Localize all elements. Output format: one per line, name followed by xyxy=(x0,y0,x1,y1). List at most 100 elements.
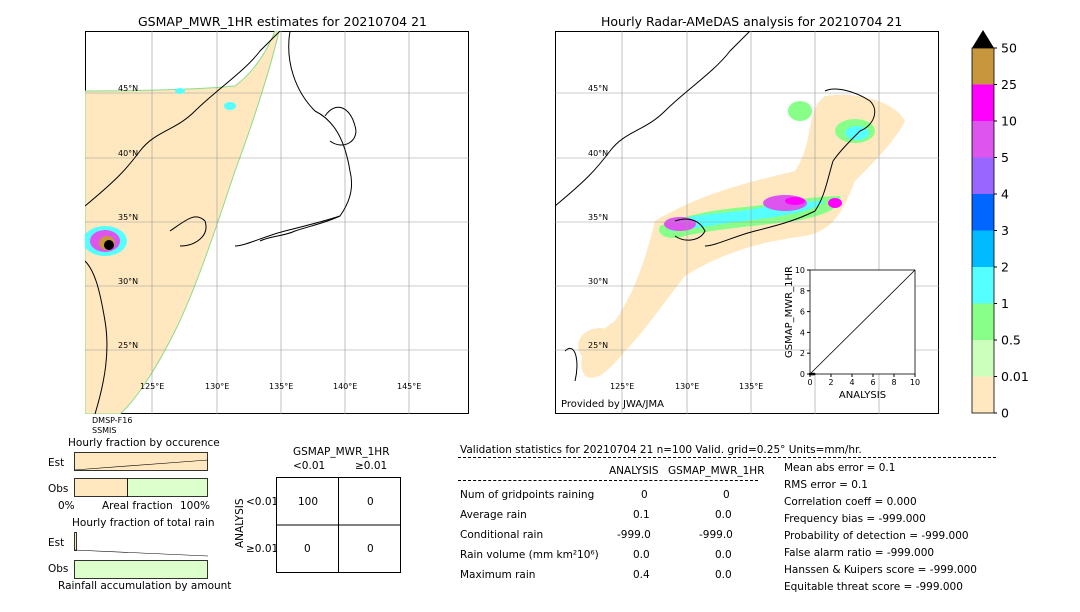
contingency-grid xyxy=(276,477,401,573)
x-tick-label: 8 xyxy=(891,378,896,387)
header-divider xyxy=(458,457,996,458)
lon-label: 145°E xyxy=(397,382,421,391)
lat-label: 45°N xyxy=(118,84,138,93)
lon-label: 130°E xyxy=(675,382,699,391)
cell-10: 0 xyxy=(304,543,311,555)
stat-analysis: 0.0 xyxy=(633,549,650,561)
lat-label: 25°N xyxy=(118,341,138,350)
stat-gsmap: 0.0 xyxy=(715,569,732,581)
colorbar-segment xyxy=(972,340,994,377)
scatter-point xyxy=(812,372,816,376)
lon-label: 135°E xyxy=(739,382,763,391)
colorbar-segment xyxy=(972,303,994,340)
colorbar-label: 0 xyxy=(1001,406,1009,421)
stat-label: Conditional rain xyxy=(460,529,544,541)
col-header: ≥0.01 xyxy=(355,460,388,472)
stat-analysis: 0.4 xyxy=(633,569,650,581)
lat-label: 25°N xyxy=(588,341,608,350)
cell-11: 0 xyxy=(367,543,374,555)
scatter-inset: 0 2 4 6 8 10 0 2 4 6 8 10 ANALYSIS GSMAP_MWR_1HR xyxy=(784,266,920,401)
colorbar-label: 5 xyxy=(1001,150,1009,165)
colorbar: 50 25 10 5 4 3 2 1 0.5 0.01 0 xyxy=(971,30,1029,421)
x-label-0: 0% xyxy=(58,500,75,512)
lon-label: 125°E xyxy=(610,382,634,391)
obs-rain-bar xyxy=(127,478,208,497)
accumulation-label: Rainfall accumulation by amount xyxy=(58,580,232,592)
y-tick-label: 2 xyxy=(800,349,805,358)
colorbar-segment xyxy=(972,48,994,85)
colorbar-label: 3 xyxy=(1001,223,1009,238)
lat-label: 30°N xyxy=(588,277,608,286)
lat-label: 35°N xyxy=(588,213,608,222)
lat-label: 45°N xyxy=(588,84,608,93)
occurrence-title: Hourly fraction by occurence xyxy=(68,437,220,449)
lon-label: 130°E xyxy=(205,382,229,391)
stat-gsmap: 0.0 xyxy=(715,509,732,521)
col-analysis: ANALYSIS xyxy=(609,465,659,477)
est-bar xyxy=(74,452,208,471)
colorbar-segment xyxy=(972,376,994,413)
validation-header: Validation statistics for 20210704 21 n=… xyxy=(460,444,862,456)
scatter-ylabel: GSMAP_MWR_1HR xyxy=(784,266,795,358)
stat-analysis: 0.1 xyxy=(633,509,650,521)
score-line: Equitable threat score = -999.000 xyxy=(784,581,963,593)
stat-label: Maximum rain xyxy=(460,569,536,581)
col-gsmap: GSMAP_MWR_1HR xyxy=(668,465,765,477)
radar-coverage xyxy=(581,94,905,378)
left-map: 45°N 40°N 35°N 30°N 25°N 125°E 130°E 135… xyxy=(85,31,469,414)
colorbar-label: 10 xyxy=(1001,114,1017,129)
x-tick-label: 10 xyxy=(910,378,920,387)
colorbar-segment xyxy=(972,157,994,194)
score-line: Probability of detection = -999.000 xyxy=(784,530,969,542)
lon-label: 125°E xyxy=(140,382,164,391)
contingency-title: GSMAP_MWR_1HR xyxy=(293,446,390,458)
row-header: ≥0.01 xyxy=(246,543,279,555)
total-rain-title: Hourly fraction of total rain xyxy=(72,517,215,529)
colorbar-segment xyxy=(972,121,994,158)
obs-label: Obs xyxy=(48,563,69,575)
right-map-title: Hourly Radar-AMeDAS analysis for 2021070… xyxy=(601,14,903,29)
stat-gsmap: 0 xyxy=(723,489,730,501)
colorbar-label: 2 xyxy=(1001,260,1009,275)
table-divider xyxy=(458,480,758,481)
stat-analysis: -999.0 xyxy=(617,529,651,541)
score-line: RMS error = 0.1 xyxy=(784,479,868,491)
cell-00: 100 xyxy=(298,496,319,508)
obs-no-rain-bar xyxy=(74,478,128,497)
stat-label: Average rain xyxy=(460,509,527,521)
sensor-label: SSMIS xyxy=(92,426,117,435)
cell-01: 0 xyxy=(367,496,374,508)
col-header: <0.01 xyxy=(293,460,326,472)
x-label-100: 100% xyxy=(180,500,211,512)
stat-gsmap: -999.0 xyxy=(699,529,733,541)
colorbar-label: 50 xyxy=(1001,41,1017,56)
colorbar-label: 0.01 xyxy=(1001,369,1029,384)
map-credit: Provided by JWA/JMA xyxy=(561,399,664,410)
lat-label: 40°N xyxy=(118,149,138,158)
score-line: Mean abs error = 0.1 xyxy=(784,462,896,474)
x-tick-label: 6 xyxy=(870,378,875,387)
stat-label: Rain volume (mm km²10⁶) xyxy=(460,549,599,561)
colorbar-extend-arrow xyxy=(972,30,994,48)
score-line: Correlation coeff = 0.000 xyxy=(784,496,917,508)
occurrence-bars xyxy=(74,452,209,497)
lat-label: 40°N xyxy=(588,149,608,158)
x-tick-label: 4 xyxy=(849,378,854,387)
scatter-reference-line xyxy=(809,269,916,375)
lat-label: 35°N xyxy=(118,213,138,222)
colorbar-label: 0.5 xyxy=(1001,333,1021,348)
stat-label: Num of gridpoints raining xyxy=(460,489,595,501)
colorbar-segment xyxy=(972,84,994,121)
scatter-xlabel: ANALYSIS xyxy=(839,390,886,401)
y-tick-label: 10 xyxy=(795,266,805,275)
colorbar-label: 25 xyxy=(1001,77,1017,92)
colorbar-segment xyxy=(972,267,994,304)
lon-label: 140°E xyxy=(333,382,357,391)
colorbar-segment xyxy=(972,194,994,231)
score-line: Hanssen & Kuipers score = -999.000 xyxy=(784,564,977,576)
est-label: Est xyxy=(48,537,65,549)
score-line: False alarm ratio = -999.000 xyxy=(784,547,935,559)
y-tick-label: 0 xyxy=(800,370,805,379)
lat-label: 30°N xyxy=(118,277,138,286)
est-label: Est xyxy=(48,457,65,469)
